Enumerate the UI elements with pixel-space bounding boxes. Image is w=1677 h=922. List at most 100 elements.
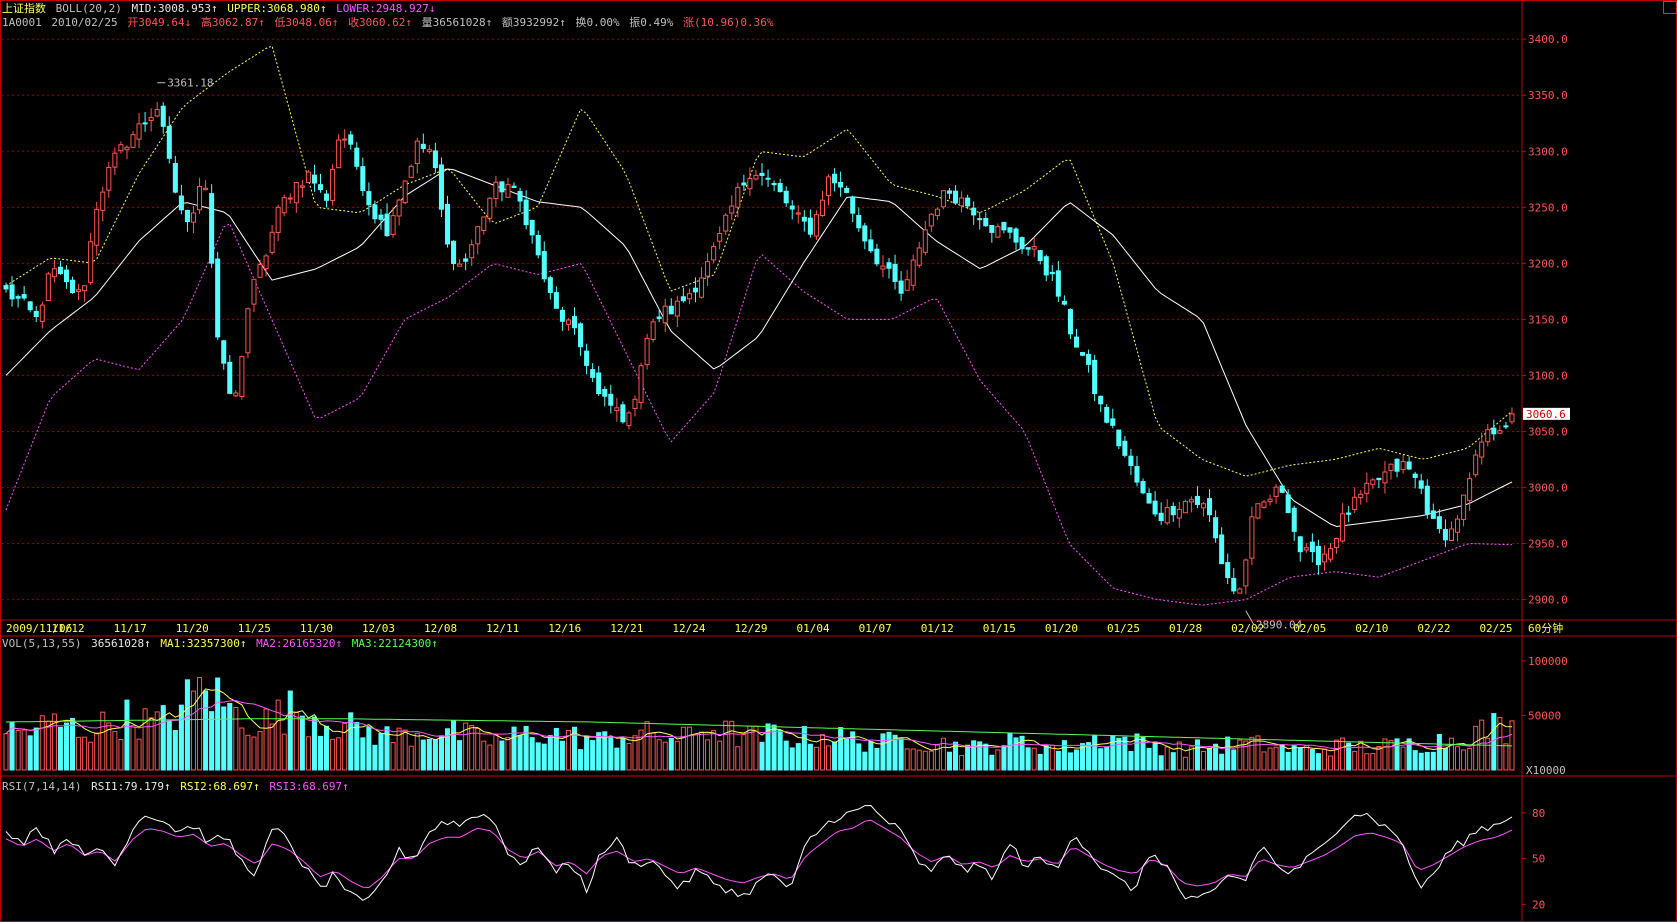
candle-body xyxy=(414,140,420,164)
volume-bar xyxy=(1424,751,1430,771)
candle-body xyxy=(1334,538,1340,548)
volume-bar xyxy=(1340,737,1346,771)
volume-bar xyxy=(76,736,82,771)
volume-bar xyxy=(680,726,686,771)
volume-bar xyxy=(1467,747,1473,771)
vol-ma1-line xyxy=(5,688,1513,752)
candle-body xyxy=(729,205,735,214)
date-label: 12/03 xyxy=(362,622,395,635)
candle-body xyxy=(124,146,130,151)
volume-bar xyxy=(1461,749,1467,771)
rsi2-line xyxy=(5,819,1513,889)
candle-body xyxy=(1424,485,1430,514)
volume-bar xyxy=(771,724,777,771)
candle-body xyxy=(614,407,620,412)
volume-bar xyxy=(1182,756,1188,771)
candle-body xyxy=(342,138,348,141)
candle-body xyxy=(1273,486,1279,497)
candle-body xyxy=(209,193,215,264)
candle-body xyxy=(1001,221,1007,231)
candle-body xyxy=(251,278,257,305)
volume-bar xyxy=(1231,749,1237,771)
volume-bar xyxy=(674,740,680,771)
vol-ma1: MA1:32357300↑ xyxy=(160,637,247,650)
candle-body xyxy=(1152,500,1158,515)
volume-bar xyxy=(934,744,940,771)
volume-bar xyxy=(505,736,511,771)
volume-bar xyxy=(1261,751,1267,771)
candle-body xyxy=(1352,496,1358,510)
volume-bar xyxy=(1394,738,1400,771)
date-label: 01/15 xyxy=(983,622,1016,635)
candle-body xyxy=(662,305,668,324)
volume-tick-label: 100000 xyxy=(1528,655,1568,668)
volume-bar xyxy=(711,730,717,771)
vol-ma3: MA3:22124300↑ xyxy=(351,637,438,650)
candle-body xyxy=(3,285,9,290)
candle-body xyxy=(317,184,324,190)
volume-bar xyxy=(729,720,735,771)
volume-bar xyxy=(1049,744,1055,771)
volume-bar xyxy=(463,722,469,771)
candle-body xyxy=(735,186,741,208)
volume-bar xyxy=(686,726,692,771)
volume-bar xyxy=(850,731,856,771)
indicator-label[interactable]: BOLL(20,2) xyxy=(55,2,122,15)
volume-bar xyxy=(596,732,602,771)
volume-bar xyxy=(190,690,197,771)
date-label: 01/07 xyxy=(859,622,892,635)
volume-bar xyxy=(614,747,620,771)
candle-body xyxy=(862,225,868,242)
candle-body xyxy=(1225,562,1231,579)
vol-indicator-label[interactable]: VOL(5,13,55) xyxy=(2,637,82,650)
candle-body xyxy=(741,182,747,186)
candle-body xyxy=(1116,429,1122,447)
volume-bar xyxy=(481,740,487,771)
candle-body xyxy=(1013,228,1019,243)
volume-bar xyxy=(1055,750,1061,771)
volume-bar xyxy=(281,733,287,771)
volume-bar xyxy=(136,738,142,771)
rsi-indicator-label[interactable]: RSI(7,14,14) xyxy=(2,780,82,793)
candle-body xyxy=(1007,227,1013,233)
volume-bar xyxy=(789,747,795,771)
volume-bar xyxy=(777,729,783,771)
candle-body xyxy=(819,199,826,217)
index-name[interactable]: 上证指数 xyxy=(2,2,46,15)
candle-body xyxy=(747,178,753,190)
candle-body xyxy=(275,206,281,233)
candle-body xyxy=(438,164,444,210)
candle-body xyxy=(644,337,650,366)
volume-bar xyxy=(1321,748,1327,771)
volume-header: VOL(5,13,55) 36561028↑ MA1:32357300↑ MA2… xyxy=(2,637,441,650)
rsi-header: RSI(7,14,14) RSI1:79.179↑ RSI2:68.697↑ R… xyxy=(2,780,352,793)
volume-bar xyxy=(765,723,771,771)
candle-body xyxy=(711,245,717,261)
volume-bar xyxy=(1249,736,1255,771)
volume-bar xyxy=(692,734,698,771)
volume-bar xyxy=(717,740,723,771)
panel-toggle-marker[interactable] xyxy=(1663,1,1677,14)
volume-bar xyxy=(965,744,971,771)
volume-bar xyxy=(529,737,535,771)
volume-bar xyxy=(438,735,444,771)
volume-bar xyxy=(662,741,668,771)
volume-bar xyxy=(698,731,705,771)
candle-body xyxy=(1188,499,1194,503)
candle-body xyxy=(753,174,759,180)
volume-bar xyxy=(1164,746,1170,771)
volume-bar xyxy=(1200,751,1207,771)
candle-body xyxy=(118,144,124,152)
boll-mid: MID:3008.953↑ xyxy=(131,2,218,15)
candle-body xyxy=(632,398,638,409)
candle-body xyxy=(481,216,487,232)
volume-bar xyxy=(783,740,789,771)
volume-bar xyxy=(1152,742,1158,771)
candle-body xyxy=(142,122,148,125)
volume-bar xyxy=(1406,738,1412,771)
volume-bar xyxy=(874,747,880,771)
volume-bar xyxy=(1158,755,1164,771)
candle-body xyxy=(402,180,408,204)
rsi-tick-label: 20 xyxy=(1532,898,1545,911)
